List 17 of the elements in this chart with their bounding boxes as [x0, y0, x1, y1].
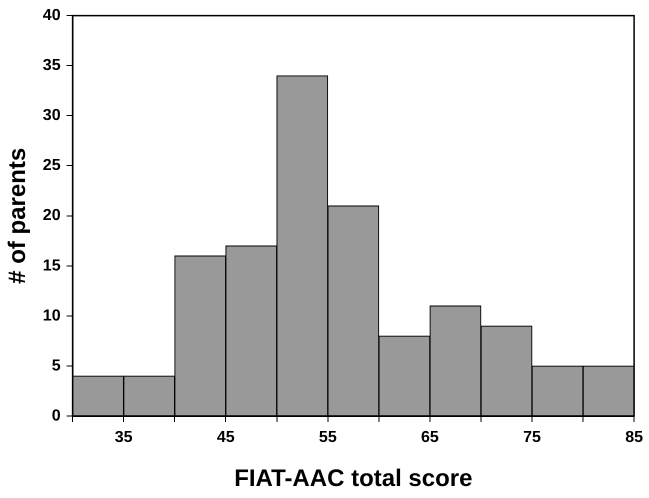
y-tick-label: 35 [42, 57, 61, 74]
y-tick-label: 20 [42, 207, 61, 224]
x-tick-label: 65 [421, 429, 439, 446]
x-tick-label: 75 [523, 429, 542, 446]
x-tick-label: 35 [114, 429, 133, 446]
y-tick-label: 5 [52, 357, 61, 374]
y-tick-label: 15 [42, 257, 61, 274]
x-axis-title: FIAT-AAC total score [234, 465, 472, 492]
x-tick-label: 45 [216, 429, 235, 446]
x-tick-label: 85 [625, 429, 644, 446]
y-tick-label: 30 [42, 107, 61, 124]
y-axis-title: # of parents [4, 148, 32, 284]
y-tick-label: 0 [52, 407, 61, 424]
y-tick-label: 25 [42, 157, 61, 174]
x-tick-label: 55 [318, 429, 337, 446]
y-tick-label: 40 [42, 7, 61, 24]
y-tick-label: 10 [42, 307, 61, 324]
